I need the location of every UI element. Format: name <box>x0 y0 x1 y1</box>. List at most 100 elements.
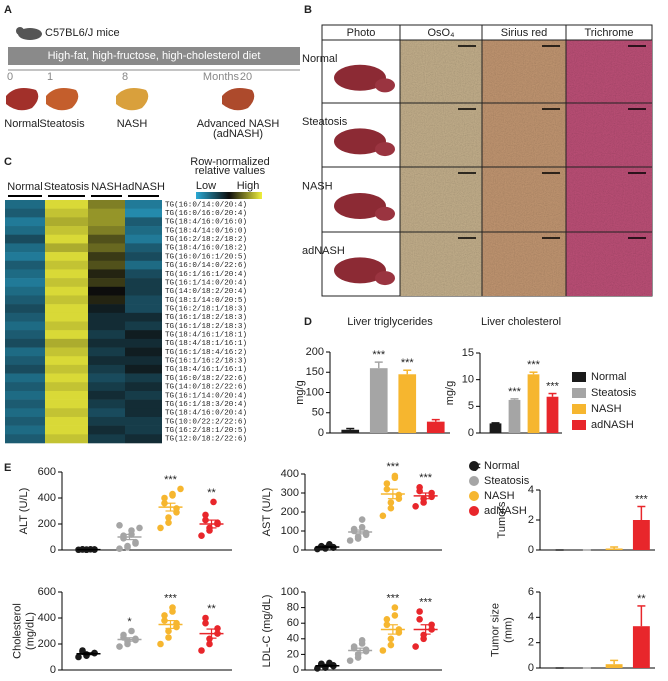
column-header: Trichrome <box>584 27 633 39</box>
data-point <box>412 643 419 650</box>
micrograph-texture <box>400 232 482 296</box>
liver-photo <box>334 128 386 155</box>
bar <box>605 664 623 668</box>
heatmap-cell <box>45 234 88 244</box>
y-axis-title: ALT (U/L) <box>18 488 30 535</box>
row-label: TG(14:0/18:2/22:6) <box>165 384 247 392</box>
panel-label: D <box>304 316 312 328</box>
heatmap-cell <box>88 408 125 418</box>
y-tick-label: 400 <box>38 612 56 624</box>
column-header: Sirius red <box>501 27 547 39</box>
row-label: TG(18:4/16:1/16:1) <box>165 366 247 374</box>
heatmap-cell <box>5 252 45 262</box>
heatmap-cell <box>125 425 162 435</box>
data-point <box>157 640 164 648</box>
y-tick-label: 6 <box>528 586 534 598</box>
diet-bar <box>8 47 300 65</box>
heatmap-cell <box>88 295 125 305</box>
y-tick-label: 4 <box>528 484 534 496</box>
heatmap-cell <box>125 408 162 418</box>
group-label: adNASH <box>122 181 165 193</box>
row-label: adNASH <box>302 245 345 257</box>
row-label: TG(18:4/16:0/20:4) <box>165 410 247 418</box>
data-point <box>165 514 172 521</box>
bar <box>489 423 502 433</box>
heatmap-cell <box>88 399 125 409</box>
heatmap-cell <box>5 217 45 227</box>
data-point <box>128 527 135 534</box>
bar <box>527 374 540 433</box>
y-tick-label: 5 <box>468 400 474 412</box>
row-label: TG(16:1/18:4/16:2) <box>165 349 247 357</box>
row-label: Normal <box>302 53 337 65</box>
heatmap-cell <box>45 312 88 322</box>
heatmap-cell <box>125 286 162 296</box>
data-point <box>116 643 123 650</box>
data-point <box>116 522 123 529</box>
data-point <box>387 504 395 512</box>
heatmap-cell <box>45 338 88 348</box>
heatmap-cell <box>5 338 45 348</box>
data-point <box>202 511 209 519</box>
heatmap-cell <box>125 234 162 244</box>
heatmap-cell <box>5 373 45 383</box>
row-label: TG(16:0/14:0/22:6) <box>165 262 247 270</box>
panel-label: A <box>4 4 12 16</box>
significance: *** <box>635 493 649 505</box>
y-axis-title: Cholesterol <box>11 603 23 659</box>
row-label: TG(16:1/18:2/18:3) <box>165 323 247 331</box>
heatmap-cell <box>125 304 162 314</box>
significance: *** <box>164 474 178 486</box>
bar <box>546 396 559 433</box>
data-point <box>161 494 168 502</box>
stage-abbrev: (adNASH) <box>213 128 263 140</box>
data-point <box>358 523 366 531</box>
heatmap-cell <box>5 390 45 400</box>
data-point <box>161 612 168 619</box>
row-label: TG(16:1/14:0/20:4) <box>165 392 247 400</box>
heatmap-cell <box>5 312 45 322</box>
heatmap-cell <box>88 286 125 296</box>
heatmap-cell <box>88 321 125 331</box>
heatmap-cell <box>5 321 45 331</box>
heatmap-cell <box>5 304 45 314</box>
heatmap-cell <box>88 226 125 236</box>
chart-title: Liver cholesterol <box>481 316 561 328</box>
legend-label: Normal <box>484 460 519 472</box>
data-point <box>383 621 391 629</box>
group-label: NASH <box>91 181 122 193</box>
liver-photo <box>375 78 395 93</box>
y-tick-label: 100 <box>306 386 324 398</box>
data-point <box>79 647 86 654</box>
data-point <box>416 608 423 615</box>
liver-photo <box>334 64 386 91</box>
data-point <box>75 653 82 661</box>
bar <box>398 374 417 433</box>
y-axis-title: Tumor size <box>489 603 501 657</box>
liver-photo <box>375 271 395 286</box>
y-axis-title: LDL-C (mg/dL) <box>261 595 273 668</box>
liver-photo <box>334 257 386 284</box>
heatmap-cell <box>125 243 162 253</box>
data-point <box>169 490 176 498</box>
data-point <box>387 641 395 649</box>
data-point <box>387 499 395 506</box>
y-axis-title: (mm) <box>502 617 514 643</box>
bar <box>605 548 623 550</box>
heatmap-cell <box>45 347 88 357</box>
data-point <box>120 532 127 539</box>
y-tick-label: 400 <box>38 492 56 504</box>
heatmap-cell <box>88 364 125 374</box>
heatmap-cell <box>5 295 45 305</box>
bar <box>426 421 445 433</box>
data-point <box>136 524 143 532</box>
y-axis-title: mg/g <box>294 380 306 404</box>
legend-label: Steatosis <box>484 475 530 487</box>
y-tick-label: 0 <box>528 544 534 556</box>
heatmap-cell <box>45 408 88 418</box>
heatmap-cell <box>88 347 125 357</box>
data-point <box>124 542 131 550</box>
data-point <box>346 537 354 544</box>
timepoint-label: 1 <box>47 71 53 83</box>
liver-icon <box>116 88 149 111</box>
